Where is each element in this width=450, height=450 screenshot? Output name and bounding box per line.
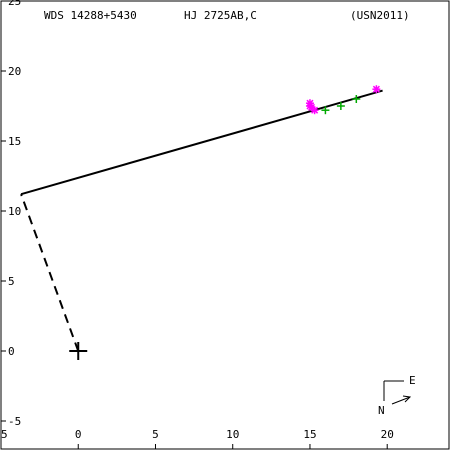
compass-arrowhead <box>402 395 412 403</box>
compass-north-label: N <box>378 404 385 417</box>
header-wds-id: WDS 14288+5430 <box>44 9 137 22</box>
x-tick-label: 10 <box>226 428 239 441</box>
primary-star-marker <box>69 342 88 360</box>
y-tick-label: -5 <box>8 415 21 428</box>
header-reference: (USN2011) <box>350 9 410 22</box>
compass-east-label: E <box>409 374 416 387</box>
obs-point-asterisk <box>310 106 319 115</box>
compass-motion-arrow <box>391 396 411 405</box>
header-pair-name: HJ 2725AB,C <box>184 9 257 22</box>
y-tick-label: 20 <box>8 65 21 78</box>
y-tick-label: 5 <box>8 275 15 288</box>
y-tick-label: 15 <box>8 135 21 148</box>
obs-stroke <box>311 106 319 114</box>
x-tick-label: 5 <box>152 428 159 441</box>
compass: EN <box>378 374 416 417</box>
obs-point-plus <box>321 106 330 115</box>
obs-point-plus <box>336 102 345 110</box>
y-tick-label: 10 <box>8 205 21 218</box>
dashed-connector <box>20 193 80 352</box>
obs-point-asterisk <box>372 85 381 94</box>
fit-line <box>20 89 383 196</box>
x-tick-label: -5 <box>0 428 8 441</box>
obs-stroke <box>372 85 380 93</box>
plot-area <box>20 85 383 360</box>
obs-point-plus <box>352 95 361 103</box>
y-tick-label: 0 <box>8 345 15 358</box>
x-tick-label: 0 <box>75 428 82 441</box>
y-tick-label: 25 <box>8 0 21 8</box>
x-tick-label: 15 <box>303 428 316 441</box>
x-tick-label: 20 <box>381 428 394 441</box>
